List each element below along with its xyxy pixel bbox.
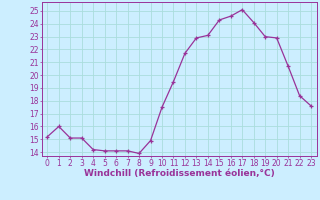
- X-axis label: Windchill (Refroidissement éolien,°C): Windchill (Refroidissement éolien,°C): [84, 169, 275, 178]
